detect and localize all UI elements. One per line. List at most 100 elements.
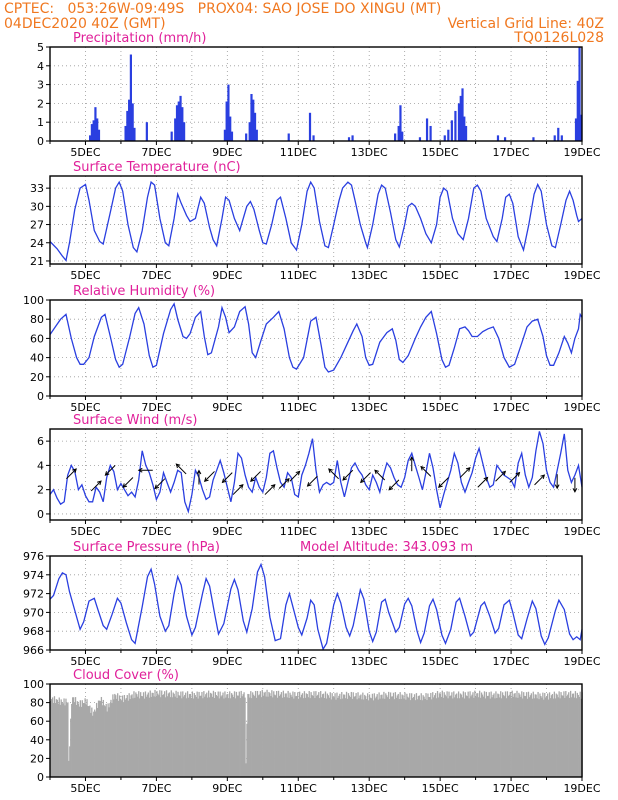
- x-tick-label: 17DEC: [493, 269, 530, 282]
- cloud-bar: [306, 694, 308, 777]
- cloud-bar: [353, 696, 355, 777]
- cloud-bar: [321, 697, 323, 777]
- cloud-bar: [434, 693, 437, 777]
- y-tick-label: 21: [30, 255, 44, 268]
- cloud-bar: [297, 692, 299, 777]
- cloud-bar: [260, 697, 262, 777]
- cloud-bar: [115, 695, 117, 777]
- cloud-bar: [509, 691, 511, 777]
- cloud-bar: [355, 693, 357, 777]
- cloud-bar: [144, 691, 147, 777]
- cloud-bar: [417, 696, 420, 777]
- cloud-bar: [383, 691, 385, 777]
- cloud-bar: [261, 689, 263, 777]
- wind-arrow: [374, 469, 386, 481]
- precip-bar: [576, 80, 579, 141]
- cloud-bar: [505, 698, 508, 777]
- cloud-bar: [427, 693, 429, 777]
- cloud-bar: [366, 699, 368, 777]
- cloud-bar: [370, 698, 373, 777]
- cloud-bar: [378, 692, 380, 777]
- cloud-bar: [295, 696, 297, 777]
- cloud-bar: [411, 698, 414, 777]
- cloud-bar: [467, 691, 469, 777]
- cloud-bar: [375, 696, 377, 777]
- header-line-3-right: TQ0126L028: [514, 30, 604, 46]
- cloud-bar: [151, 692, 153, 777]
- cloud-bar: [443, 692, 445, 777]
- cloud-bar: [111, 703, 113, 777]
- cloud-bar: [247, 693, 249, 777]
- cloud-bar: [335, 699, 337, 777]
- cloud-bar: [77, 703, 80, 777]
- cloud-bar: [447, 698, 449, 777]
- cloud-bar: [311, 694, 313, 777]
- precip-bar: [459, 95, 462, 141]
- cloud-bar: [414, 700, 417, 777]
- cloud-bar: [478, 697, 480, 777]
- cloud-bar: [176, 697, 178, 777]
- cloud-bar: [410, 700, 412, 777]
- cloud-bar: [439, 693, 442, 777]
- panel-frame: [49, 299, 583, 397]
- x-tick-label: 5DEC: [70, 782, 100, 795]
- cloud-bar: [554, 698, 556, 777]
- cloud-bar: [393, 699, 396, 777]
- wind-arrow-head: [388, 485, 394, 491]
- series-line: [49, 562, 583, 651]
- cloud-bar: [118, 695, 121, 777]
- cloud-bar: [501, 692, 504, 777]
- cloud-bar: [407, 696, 409, 777]
- cloud-bar: [450, 695, 452, 777]
- cloud-bar: [298, 698, 300, 777]
- precip-bar: [578, 47, 581, 141]
- cloud-bar: [286, 697, 288, 777]
- cloud-bar: [140, 695, 143, 777]
- precip-bar: [97, 129, 101, 141]
- cloud-bar: [302, 698, 305, 777]
- cloud-bar: [165, 690, 168, 777]
- cloud-bar: [101, 705, 104, 777]
- y-tick-label: 970: [23, 606, 44, 619]
- precip-bar: [443, 135, 446, 141]
- cloud-bar: [473, 697, 475, 777]
- cloud-bar: [382, 698, 384, 777]
- precip-bar: [308, 112, 312, 141]
- cloud-bar: [343, 694, 345, 777]
- cloud-bar: [422, 695, 424, 777]
- cloud-bar: [244, 697, 246, 777]
- cloud-bar: [493, 693, 495, 777]
- cloud-bar: [541, 697, 543, 777]
- cloud-bar: [363, 699, 365, 777]
- cloud-bar: [334, 693, 336, 777]
- cloud-bar: [161, 690, 163, 777]
- cloud-bar: [106, 711, 108, 777]
- cloud-bar: [529, 695, 532, 777]
- cloud-bar: [535, 694, 537, 777]
- cloud-bar: [275, 695, 277, 777]
- cloud-bar: [461, 697, 464, 777]
- cloud-bar: [189, 693, 192, 777]
- cloud-bar: [381, 694, 383, 777]
- cloud-bar: [289, 692, 291, 777]
- cloud-bar: [162, 695, 164, 777]
- cloud-bar: [465, 695, 467, 777]
- wind-arrow-head: [483, 476, 489, 482]
- cloud-bar: [471, 694, 473, 777]
- cloud-bar: [174, 696, 176, 777]
- cloud-bar: [565, 691, 567, 777]
- cloud-bar: [252, 692, 254, 777]
- cloud-bar: [316, 695, 318, 777]
- cloud-bar: [181, 698, 183, 777]
- panel-title: Relative Humidity (%): [73, 284, 215, 299]
- cloud-bar: [142, 692, 145, 777]
- cloud-bar: [251, 698, 253, 777]
- cloud-bar: [87, 706, 89, 777]
- cloud-bar: [341, 692, 343, 777]
- cloud-bar: [329, 692, 331, 777]
- cloud-bar: [220, 696, 222, 777]
- precip-bar: [461, 88, 464, 141]
- cloud-bar: [129, 699, 131, 777]
- cloud-bar: [444, 694, 446, 777]
- cloud-bar: [405, 699, 407, 777]
